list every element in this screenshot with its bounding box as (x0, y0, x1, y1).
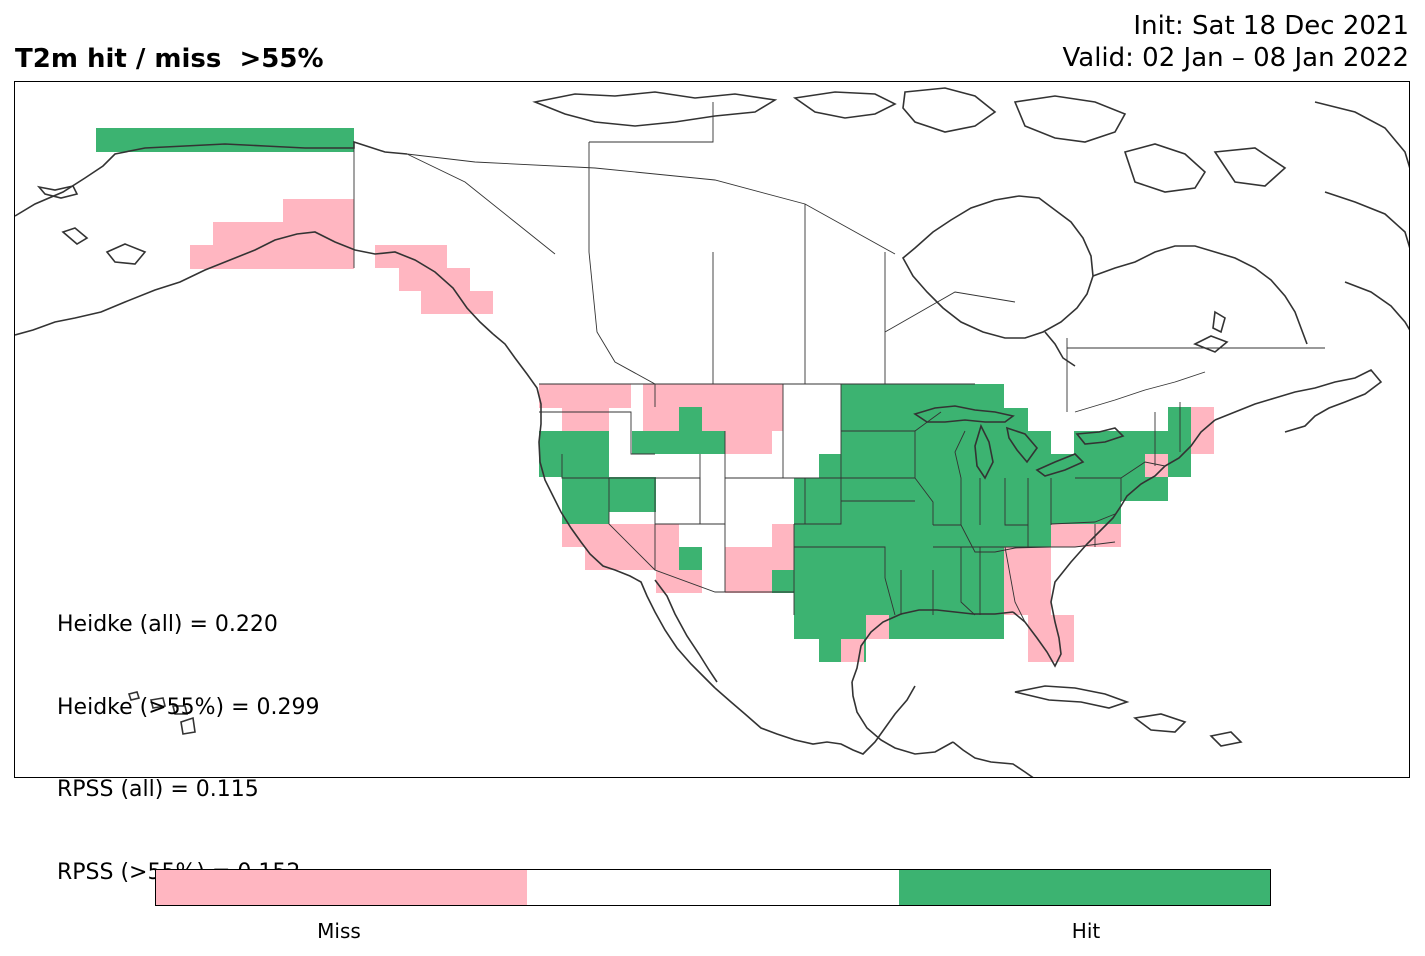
cell-hit (1168, 407, 1191, 454)
cell-hit (794, 478, 1004, 525)
init-date: Init: Sat 18 Dec 2021 (1133, 11, 1409, 41)
cell-miss (772, 524, 795, 547)
cell-miss (1051, 524, 1121, 547)
cell-miss (562, 408, 609, 431)
cell-hit (702, 431, 725, 454)
cell-hit (679, 547, 702, 570)
cell-hit (562, 477, 609, 524)
cell-miss (1004, 547, 1051, 615)
cell-miss (656, 570, 702, 593)
cell-miss (562, 524, 609, 547)
cell-hit (609, 477, 656, 512)
cell-miss (213, 222, 283, 269)
valid-range: Valid: 02 Jan – 08 Jan 2022 (1062, 43, 1410, 73)
cell-miss (1028, 615, 1074, 662)
cell-hit (819, 454, 844, 478)
cell-miss (399, 268, 470, 291)
cell-miss (841, 639, 864, 662)
coastlines (15, 87, 1409, 777)
cell-miss (1145, 454, 1168, 477)
cell-miss (539, 384, 631, 408)
grid-cells (96, 128, 1214, 662)
colorbar-miss-segment (156, 870, 528, 905)
colorbar-miss-label: Miss (317, 919, 361, 943)
verification-stats: Heidke (all) = 0.220 Heidke (>55%) = 0.2… (57, 556, 320, 914)
cell-miss (375, 245, 447, 268)
map-title: T2m hit / miss >55% (15, 44, 324, 74)
map-panel (14, 81, 1410, 778)
cell-hit (794, 615, 1004, 639)
cell-hit (1168, 454, 1191, 477)
rpss-all: RPSS (all) = 0.115 (57, 777, 259, 802)
cell-miss (190, 245, 213, 269)
cell-hit (679, 407, 702, 431)
cell-hit (772, 570, 794, 593)
cell-hit (632, 431, 702, 454)
cell-miss (656, 524, 679, 570)
cell-miss (585, 547, 609, 570)
cell-miss (643, 384, 783, 431)
colorbar-neutral-segment (527, 870, 899, 905)
cell-miss (725, 431, 772, 454)
cell-miss (421, 291, 493, 314)
cell-hit (1028, 431, 1051, 548)
heidke-all: Heidke (all) = 0.220 (57, 612, 278, 637)
cell-hit (539, 431, 609, 477)
borders (353, 102, 1325, 623)
heidke-55: Heidke (>55%) = 0.299 (57, 694, 320, 720)
map-canvas (15, 87, 1409, 777)
date-info: Init: Sat 18 Dec 2021 Valid: 02 Jan – 08… (1063, 10, 1410, 74)
cell-hit (1004, 524, 1028, 547)
colorbar (155, 869, 1271, 906)
colorbar-hit-label: Hit (1071, 919, 1101, 943)
colorbar-hit-segment (898, 870, 1270, 905)
